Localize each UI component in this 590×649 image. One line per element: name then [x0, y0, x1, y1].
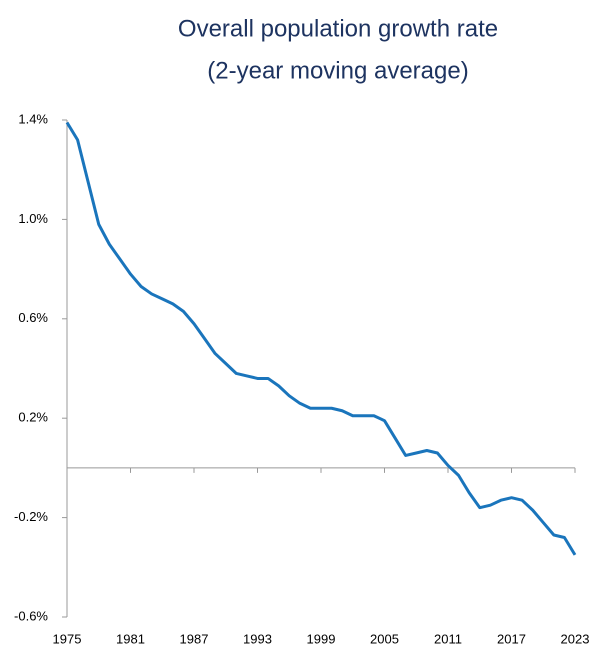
x-tick-label: 2023: [561, 631, 590, 646]
y-tick-label: -0.2%: [14, 509, 48, 524]
x-tick-label: 1975: [53, 631, 82, 646]
x-tick-label: 1993: [243, 631, 272, 646]
x-tick-label: 1987: [180, 631, 209, 646]
y-tick-label: 0.2%: [18, 410, 48, 425]
chart-title: Overall population growth rate: [178, 15, 498, 42]
chart-subtitle: (2-year moving average): [207, 57, 468, 84]
x-tick-label: 1999: [307, 631, 336, 646]
y-tick-label: 1.4%: [18, 111, 48, 126]
y-tick-label: -0.6%: [14, 608, 48, 623]
x-tick-label: 2005: [370, 631, 399, 646]
data-line: [65, 121, 577, 556]
y-tick-label: 1.0%: [18, 211, 48, 226]
y-tick-label: 0.6%: [18, 310, 48, 325]
x-tick-label: 2017: [497, 631, 526, 646]
x-tick-label: 1981: [116, 631, 145, 646]
x-tick-label: 2011: [434, 631, 462, 646]
